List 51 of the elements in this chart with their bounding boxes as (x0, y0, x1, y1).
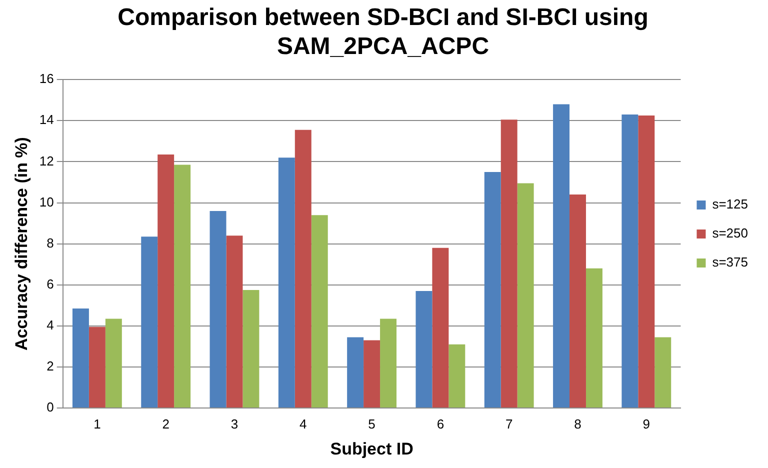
y-axis-title: Accuracy difference (in %) (12, 137, 31, 351)
bar (448, 344, 466, 408)
y-tick-label: 14 (39, 112, 54, 128)
bar (484, 172, 501, 408)
x-tick-label: 9 (642, 416, 650, 432)
chart-title: Comparison between SD-BCI and SI-BCI using SAM_2PCA_ACPC (118, 4, 648, 60)
bar (88, 326, 106, 408)
bar (622, 114, 638, 408)
bar (500, 120, 518, 408)
bar (210, 210, 226, 408)
x-tick-label: 3 (230, 416, 238, 432)
y-tick-label: 10 (39, 194, 54, 210)
bar (226, 236, 243, 408)
y-tick-label: 16 (39, 71, 54, 86)
bar (380, 318, 397, 408)
bar (654, 337, 672, 408)
bar (517, 183, 534, 408)
bar (105, 318, 122, 408)
bar (72, 308, 89, 408)
legend-label: s=375 (712, 254, 748, 270)
bar (174, 164, 191, 408)
bar (638, 116, 655, 408)
x-tick-label: 7 (505, 416, 513, 432)
bar (141, 236, 158, 408)
x-tick-label: 4 (300, 416, 307, 432)
legend-label: s=250 (712, 226, 748, 241)
bar (278, 158, 295, 408)
bar (364, 340, 380, 408)
y-tick-label: 12 (39, 153, 54, 168)
x-tick-label: 8 (574, 416, 582, 432)
x-tick-label: 1 (94, 416, 101, 432)
x-tick-label: 2 (162, 416, 170, 432)
x-tick-label: 5 (368, 416, 376, 432)
bar (586, 268, 602, 408)
bar (553, 104, 570, 408)
legend-label: s=125 (712, 196, 748, 212)
bar (311, 215, 328, 408)
y-tick-label: 0 (46, 400, 54, 415)
bar (158, 154, 174, 408)
x-tick-label: 6 (436, 416, 444, 432)
bar (242, 290, 260, 408)
y-tick-label: 2 (46, 358, 54, 374)
x-axis-title: Subject ID (330, 439, 414, 458)
bar (347, 337, 364, 408)
bar (294, 130, 312, 408)
y-tick-label: 6 (46, 276, 54, 292)
bar (416, 291, 432, 408)
bar (432, 248, 449, 408)
bar (570, 194, 586, 408)
y-tick-label: 4 (46, 317, 54, 332)
y-tick-label: 8 (46, 235, 54, 250)
